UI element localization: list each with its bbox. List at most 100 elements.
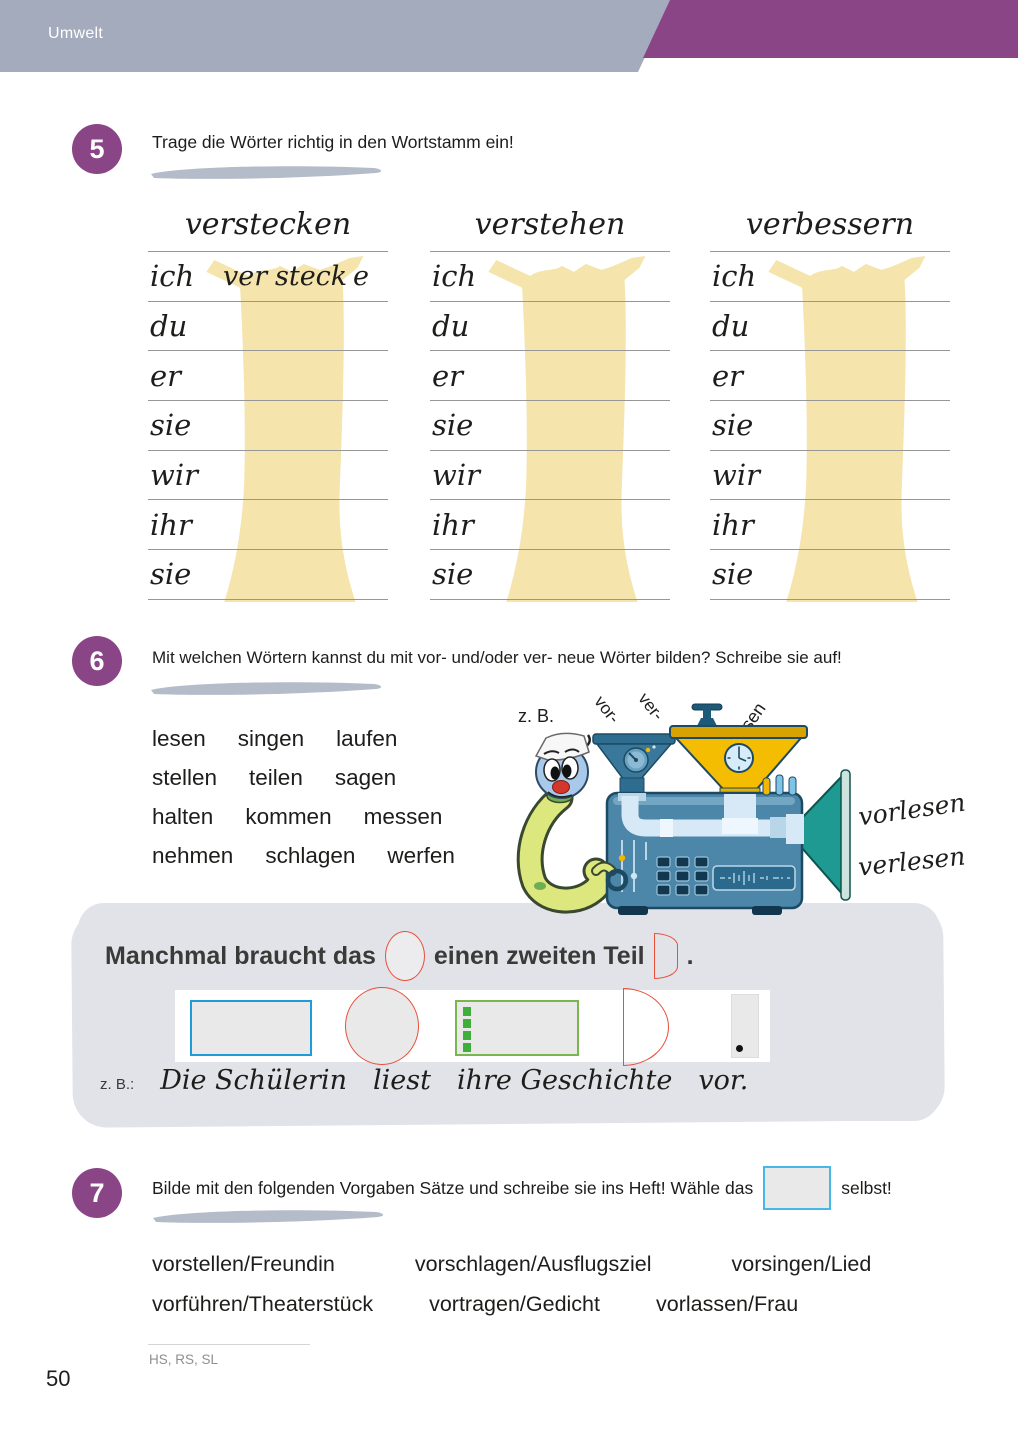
pronoun: sie <box>432 557 474 592</box>
table-title: verstehen <box>474 207 626 242</box>
pronoun: er <box>150 358 182 393</box>
pronoun: sie <box>712 408 754 443</box>
pronoun: ich <box>150 259 195 294</box>
table-row: du <box>430 302 670 352</box>
table-row: ihr <box>430 500 670 551</box>
table-row: du <box>710 302 950 352</box>
table-row: sie <box>710 550 950 600</box>
stem-part: steck <box>275 260 348 292</box>
pronoun: wir <box>432 458 480 493</box>
prefix-d-symbol <box>623 988 669 1066</box>
sailor-hat <box>534 732 590 761</box>
verb-oval-symbol <box>345 987 419 1065</box>
word-pair: vorführen/Theaterstück <box>152 1292 374 1316</box>
task-7-before: Bilde mit den folgenden Vorgaben Sätze u… <box>152 1177 754 1198</box>
footer-divider <box>148 1344 310 1345</box>
word-machine-illustration <box>516 703 851 915</box>
pronoun: ihr <box>432 507 474 542</box>
table-row: wir <box>148 451 388 501</box>
highlight-swoosh <box>153 1210 384 1223</box>
example-phrase: vor. <box>698 1065 749 1096</box>
word: teilen <box>249 765 303 790</box>
wortstamm-table-verstecken: verstecken ich ver steck e du er sie wir… <box>148 205 388 602</box>
valve-icon <box>697 718 717 726</box>
table-row: sie <box>430 401 670 451</box>
rule-text-end: . <box>686 941 694 970</box>
word-choice-box <box>763 1166 832 1210</box>
example-label: z. B. <box>518 706 555 726</box>
pipes <box>618 793 804 844</box>
pronoun: du <box>150 309 188 344</box>
pronoun: ich <box>712 259 757 294</box>
word-pair: vorsingen/Lied <box>731 1252 872 1276</box>
pronoun: du <box>712 309 750 344</box>
object-box-symbol <box>455 1000 579 1056</box>
keypad <box>656 856 709 896</box>
pronoun: wir <box>150 458 198 493</box>
task-7-text: Bilde mit den folgenden Vorgaben Sätze u… <box>152 1166 892 1210</box>
header-gray-band <box>0 0 672 72</box>
pronoun: ihr <box>712 507 754 542</box>
page-number: 50 <box>46 1366 71 1391</box>
table-row: sie <box>710 401 950 451</box>
exercise-number-6: 6 <box>72 636 122 686</box>
table-row: wir <box>430 451 670 501</box>
rule-text-middle: einen zweiten Teil <box>433 941 645 970</box>
word-list-row: stellen teilen sagen <box>152 765 396 791</box>
section-label: Umwelt <box>48 25 104 42</box>
rule-info-box: Manchmal braucht das einen zweiten Teil … <box>78 903 940 1121</box>
pronoun: sie <box>150 408 192 443</box>
pronoun: sie <box>432 408 474 443</box>
word-pair-row: vorstellen/Freundin vorschlagen/Ausflugs… <box>152 1252 871 1277</box>
word: sagen <box>334 765 397 790</box>
pronoun: ich <box>432 259 477 294</box>
sentence-symbol-strip <box>175 987 770 1066</box>
wortstamm-table-verstehen: verstehen ich du er sie wir ihr sie <box>430 205 670 602</box>
task-6-text: Mit welchen Wörtern kannst du mit vor- u… <box>152 648 842 667</box>
table-row: ich <box>430 252 670 302</box>
example-phrase: liest <box>372 1065 431 1096</box>
table-title: verbessern <box>745 207 915 242</box>
pronoun: ihr <box>150 507 192 542</box>
word-pair: vorschlagen/Ausflugsziel <box>414 1252 652 1276</box>
word-pair: vorlassen/Frau <box>656 1292 799 1316</box>
word: lesen <box>152 726 206 751</box>
table-title: verstecken <box>184 207 352 242</box>
exercise-number-7: 7 <box>72 1168 122 1218</box>
pronoun: du <box>432 309 470 344</box>
period-slip-symbol <box>731 994 759 1058</box>
pronoun: er <box>432 358 464 393</box>
table-row: ihr <box>148 500 388 551</box>
header-purple-band <box>643 0 1018 58</box>
output-horn <box>801 769 851 901</box>
word: schlagen <box>265 843 356 868</box>
crank-handle <box>591 861 629 892</box>
stem-part: e <box>353 260 369 292</box>
word-pair: vorstellen/Freundin <box>152 1252 335 1276</box>
funnel-lesen <box>669 703 808 801</box>
highlight-swoosh <box>151 682 382 695</box>
pronoun: sie <box>712 557 754 592</box>
wortstamm-table-verbessern: verbessern ich du er sie wir ihr sie <box>710 205 950 602</box>
table-row: ich <box>710 252 950 302</box>
table-row: du <box>148 302 388 352</box>
word: nehmen <box>152 843 234 868</box>
table-row: sie <box>148 550 388 600</box>
table-row: wir <box>710 451 950 501</box>
word: messen <box>363 804 443 829</box>
table-row: ihr <box>710 500 950 551</box>
subject-box-symbol <box>190 1000 312 1056</box>
example-label: z. B.: <box>100 1076 135 1093</box>
word-list-row: halten kommen messen <box>152 804 442 830</box>
stem-part: ver <box>223 260 268 292</box>
funnel-vor-ver <box>592 733 676 797</box>
word-pair-row: vorführen/Theaterstück vortragen/Gedicht… <box>152 1292 798 1317</box>
word: kommen <box>245 804 332 829</box>
worm-character <box>516 732 614 914</box>
word: stellen <box>152 765 218 790</box>
table-row: er <box>710 351 950 402</box>
word: halten <box>152 804 214 829</box>
example-sentence: z. B.: Die Schülerin liest ihre Geschich… <box>100 1065 748 1096</box>
table-row: sie <box>148 401 388 451</box>
